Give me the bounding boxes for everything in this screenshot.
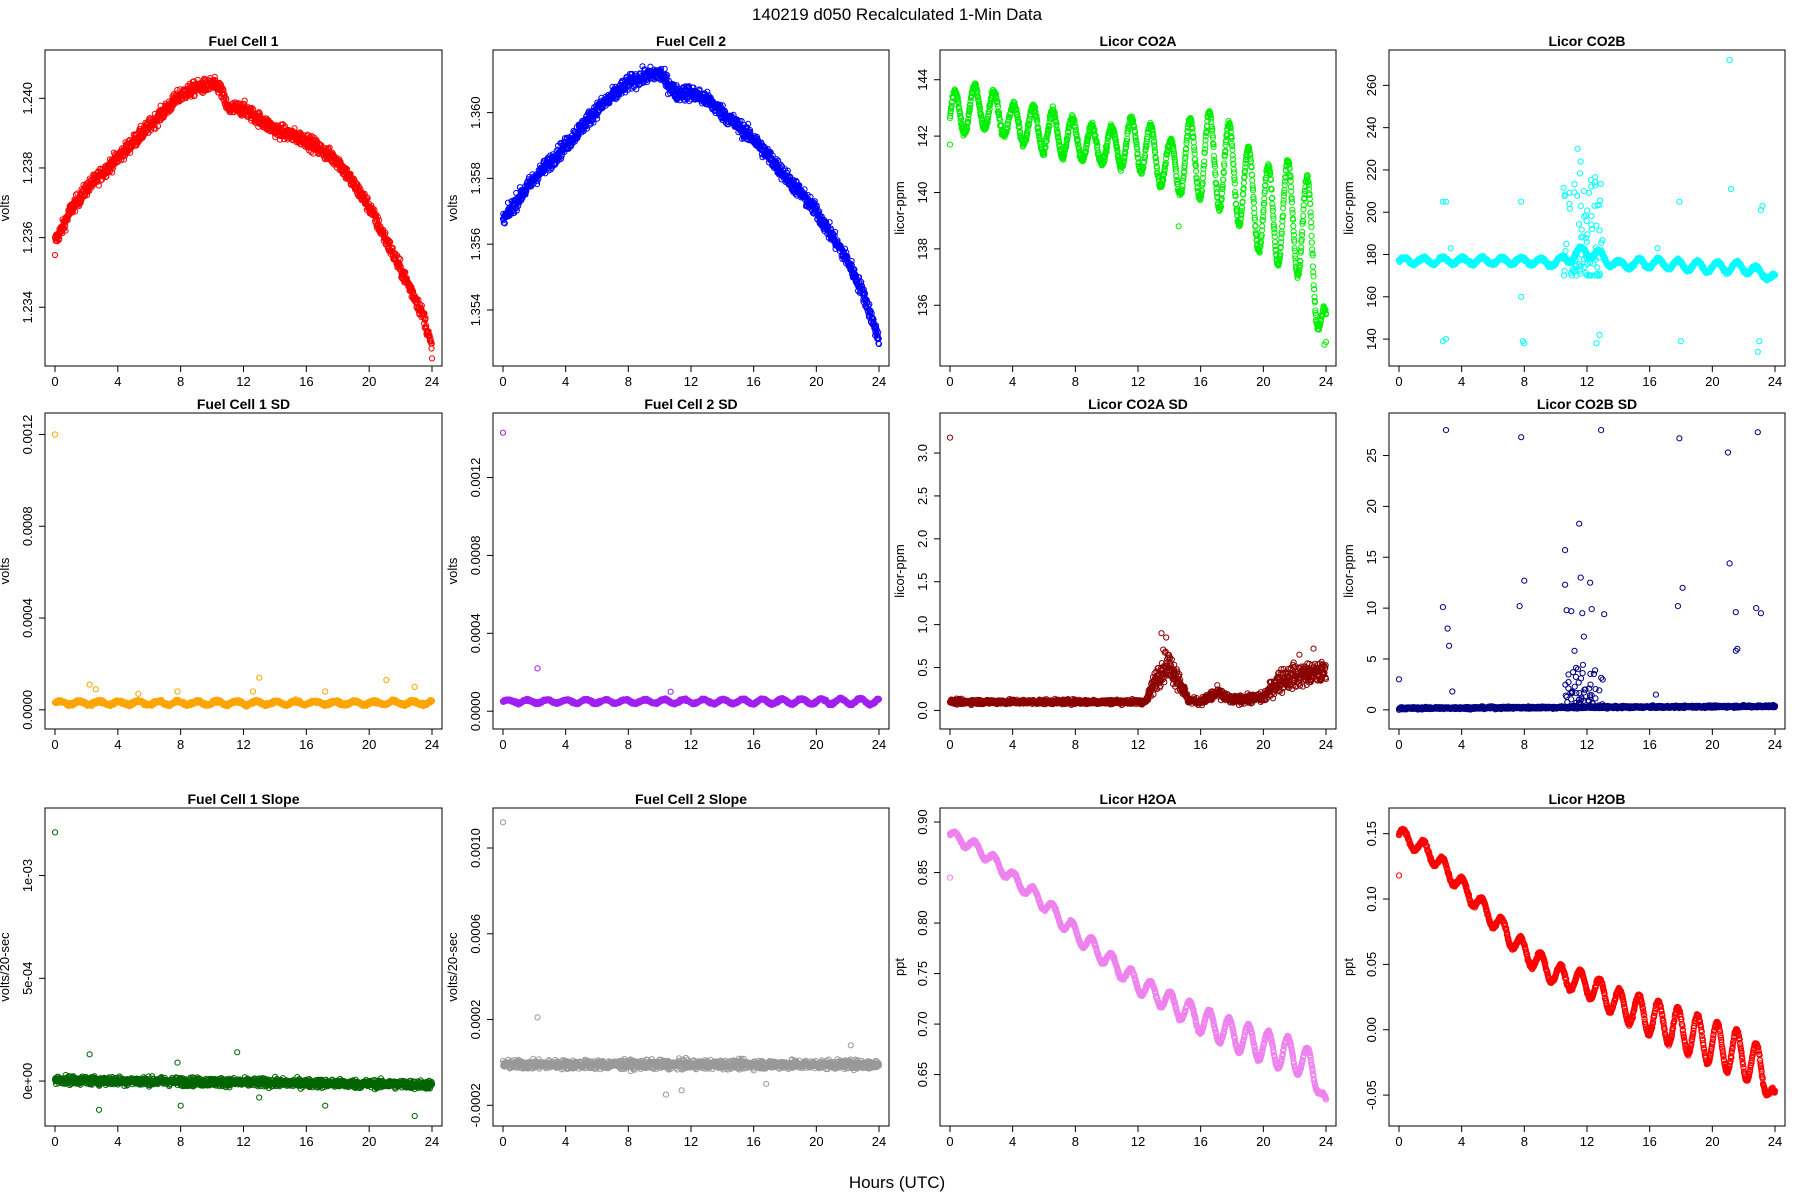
x-axis: 0 4 8 12 16 20 24 bbox=[51, 365, 439, 389]
panel-title: Fuel Cell 1 bbox=[208, 33, 278, 49]
y-tick-label: 1.240 bbox=[20, 82, 35, 115]
data-point bbox=[1308, 232, 1315, 239]
x-tick-label: 8 bbox=[625, 374, 632, 389]
data-point bbox=[69, 208, 76, 215]
x-tick-label: 4 bbox=[562, 374, 569, 389]
outlier-point bbox=[946, 141, 954, 148]
data-point bbox=[1229, 146, 1236, 153]
data-point bbox=[1298, 244, 1305, 251]
data-point bbox=[1307, 200, 1314, 207]
y-tick-label: 136 bbox=[915, 294, 930, 316]
x-tick-label: 20 bbox=[1256, 374, 1270, 389]
y-axis-label: licor-ppm bbox=[892, 181, 907, 234]
panel-co2a: Licor CO2A 0 4 8 12 16 20 24 136 138 140 142 144 lico… bbox=[892, 33, 1337, 389]
x-tick-label: 16 bbox=[746, 374, 760, 389]
panels: Fuel Cell 10 4 8 12 16 20 241.2341.2361.2381.2… bbox=[0, 33, 1786, 1149]
y-tick-label: 142 bbox=[915, 125, 930, 147]
panel-title: Licor CO2A bbox=[1099, 33, 1176, 49]
x-tick-label: 24 bbox=[425, 374, 439, 389]
data-point bbox=[1250, 199, 1258, 206]
y-tick-label: 1.356 bbox=[468, 228, 483, 261]
page-title: 140219 d050 Recalculated 1-Min Data bbox=[752, 5, 1043, 24]
data-point bbox=[75, 203, 82, 210]
data-point bbox=[1289, 210, 1296, 217]
data-point bbox=[1279, 223, 1286, 230]
data-points bbox=[946, 80, 1330, 348]
y-axis-label: volts bbox=[0, 194, 12, 221]
x-tick-label: 12 bbox=[684, 374, 698, 389]
panel-fc2: Fuel Cell 20 4 8 12 16 20 241.3541.3561.3581.3… bbox=[445, 33, 890, 389]
data-point bbox=[1220, 176, 1227, 183]
outlier-point bbox=[51, 251, 59, 259]
panel-title: Licor CO2B bbox=[1548, 33, 1625, 49]
y-tick-label: 1.236 bbox=[20, 221, 35, 254]
data-points bbox=[1395, 56, 1779, 355]
plot-frame bbox=[44, 49, 443, 367]
x-tick-label: 24 bbox=[872, 374, 886, 389]
y-axis: 1.234 1.236 1.238 1.240 bbox=[20, 82, 46, 324]
y-tick-label: 138 bbox=[915, 238, 930, 260]
data-point bbox=[1239, 204, 1246, 211]
data-point bbox=[1307, 213, 1314, 220]
outlier-point bbox=[1175, 223, 1182, 230]
x-tick-label: 24 bbox=[1319, 374, 1333, 389]
data-point bbox=[1269, 207, 1277, 214]
data-point bbox=[62, 227, 69, 234]
data-point bbox=[1240, 180, 1248, 187]
data-point bbox=[1299, 228, 1306, 235]
x-tick-label: 16 bbox=[299, 374, 313, 389]
y-tick-label: 144 bbox=[915, 69, 930, 91]
x-tick-label: 8 bbox=[177, 374, 184, 389]
data-point bbox=[428, 355, 436, 362]
x-tick-label: 8 bbox=[1072, 374, 1079, 389]
data-point bbox=[1309, 263, 1317, 270]
data-points bbox=[499, 63, 883, 348]
data-point bbox=[72, 208, 79, 215]
panel-title: Fuel Cell 2 bbox=[656, 33, 726, 49]
data-point bbox=[1308, 239, 1316, 246]
x-tick-label: 16 bbox=[1193, 374, 1207, 389]
x-tick-label: 12 bbox=[236, 374, 250, 389]
x-tick-label: 12 bbox=[1131, 374, 1145, 389]
x-axis: 0 4 8 12 16 20 24 bbox=[499, 365, 886, 389]
x-tick-label: 0 bbox=[499, 374, 506, 389]
y-tick-label: 1.234 bbox=[20, 291, 35, 324]
y-tick-label: 1.358 bbox=[468, 162, 483, 195]
data-point bbox=[1231, 180, 1238, 187]
x-tick-label: 4 bbox=[1009, 374, 1016, 389]
data-point bbox=[95, 182, 102, 189]
data-point bbox=[661, 65, 668, 72]
x-axis: 0 4 8 12 16 20 24 bbox=[946, 365, 1333, 389]
x-tick-label: 20 bbox=[809, 374, 823, 389]
data-points bbox=[51, 73, 436, 362]
x-tick-label: 0 bbox=[946, 374, 953, 389]
data-point bbox=[1191, 150, 1198, 157]
data-point bbox=[120, 156, 128, 163]
data-point bbox=[77, 199, 84, 206]
x-tick-label: 20 bbox=[362, 374, 376, 389]
y-tick-label: 1.354 bbox=[468, 294, 483, 327]
data-point bbox=[1193, 168, 1200, 175]
y-axis: 136 138 140 142 144 bbox=[915, 69, 941, 316]
data-point bbox=[109, 169, 116, 176]
panel-fc1: Fuel Cell 10 4 8 12 16 20 241.2341.2361.2381.2… bbox=[0, 33, 443, 389]
data-point bbox=[241, 97, 248, 104]
data-point bbox=[1300, 212, 1307, 219]
x-tick-label: 0 bbox=[51, 374, 58, 389]
x-axis-caption: Hours (UTC) bbox=[849, 1173, 945, 1192]
y-tick-label: 1.360 bbox=[468, 96, 483, 129]
y-tick-label: 1.238 bbox=[20, 152, 35, 185]
x-tick-label: 4 bbox=[114, 374, 121, 389]
y-tick-label: 140 bbox=[915, 182, 930, 204]
y-axis-label: volts bbox=[445, 194, 460, 221]
data-point bbox=[1290, 222, 1297, 230]
y-axis: 1.354 1.356 1.358 1.360 bbox=[468, 96, 494, 327]
